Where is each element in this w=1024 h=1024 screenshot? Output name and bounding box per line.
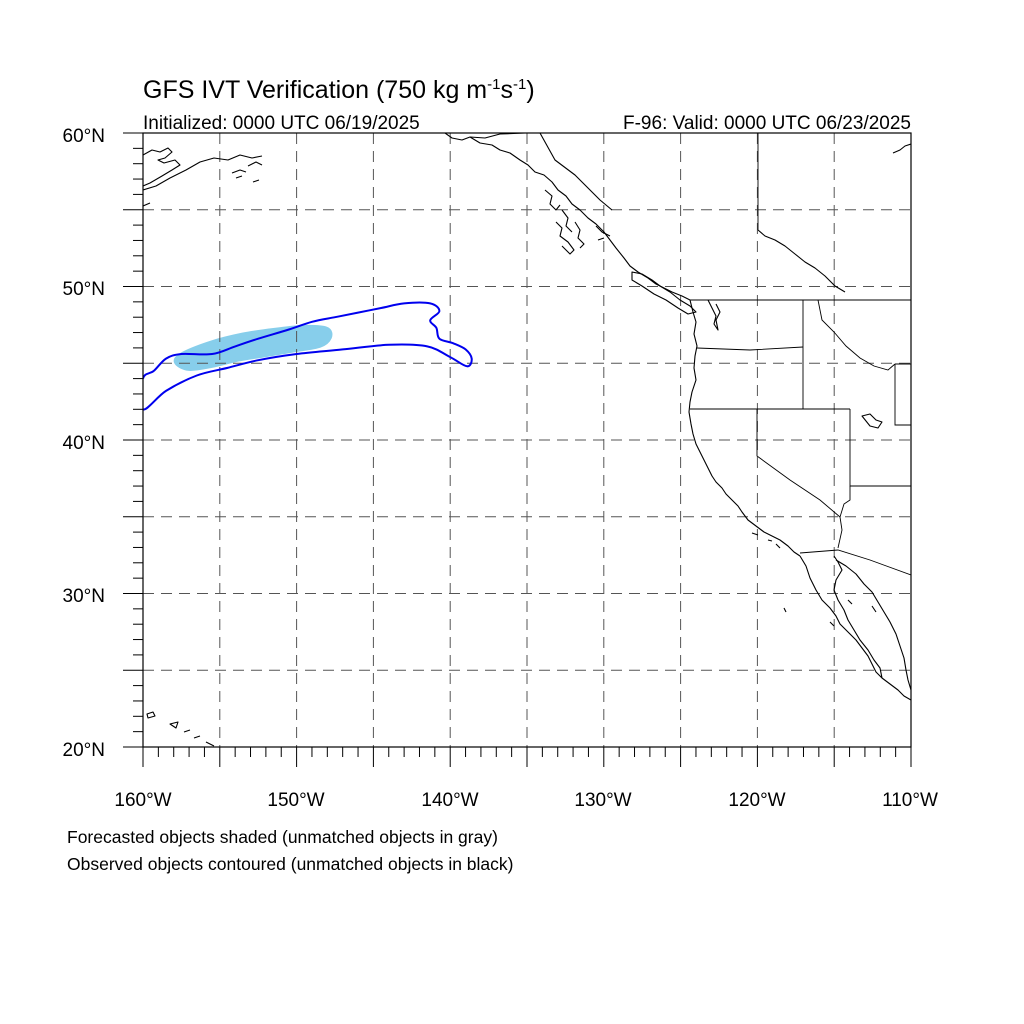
channel-islands — [751, 532, 787, 613]
lat-label-50n: 50°N — [63, 279, 105, 300]
california-nevada-border — [756, 409, 841, 518]
canada-interior-lakes — [757, 229, 846, 293]
lat-label-30n: 30°N — [63, 586, 105, 607]
political-boundaries — [690, 133, 911, 576]
alaska-peninsula-south-coast — [143, 154, 263, 191]
us-mexico-border — [799, 549, 911, 576]
us-west-coast — [688, 299, 801, 557]
great-salt-lake — [861, 413, 883, 429]
baja-islands — [829, 599, 877, 627]
lat-lon-grid — [143, 133, 911, 747]
mexico-pacific-coast — [881, 677, 911, 701]
forecast-object-shading — [173, 324, 333, 371]
puget-sound — [707, 299, 721, 331]
map-title: GFS IVT Verification (750 kg m-1s-1) — [143, 76, 535, 104]
lat-label-20n: 20°N — [63, 740, 105, 761]
alaska-peninsula-coast — [143, 147, 181, 187]
valid-time-label: F-96: Valid: 0000 UTC 06/23/2025 — [623, 113, 911, 134]
observed-legend-note: Observed objects contoured (unmatched ob… — [67, 854, 514, 874]
lon-label-150w: 150°W — [267, 790, 324, 811]
lon-label-140w: 140°W — [421, 790, 478, 811]
idaho-montana-border — [817, 299, 896, 371]
southeast-alaska-islands — [544, 189, 611, 255]
aleutian-islands — [143, 161, 263, 207]
map-plot-area — [143, 133, 911, 747]
lon-label-130w: 130°W — [574, 790, 631, 811]
arizona-border — [837, 486, 851, 549]
latitude-labels: 60°N 50°N 40°N 30°N 20°N — [63, 126, 105, 761]
nevada-utah-border — [849, 409, 911, 487]
wyoming-border — [894, 363, 911, 426]
forecast-legend-note: Forecasted objects shaded (unmatched obj… — [67, 827, 498, 847]
coastlines — [143, 133, 911, 747]
tick-marks — [123, 132, 912, 767]
initialized-label: Initialized: 0000 UTC 06/19/2025 — [143, 113, 420, 134]
washington-oregon-border — [696, 346, 804, 351]
lon-label-160w: 160°W — [114, 790, 171, 811]
longitude-labels: 160°W 150°W 140°W 130°W 120°W 110°W — [114, 790, 938, 811]
lat-label-40n: 40°N — [63, 433, 105, 454]
baja-california — [799, 555, 883, 679]
lat-label-60n: 60°N — [63, 126, 105, 147]
lon-label-120w: 120°W — [728, 790, 785, 811]
lon-label-110w: 110°W — [882, 790, 938, 811]
hawaii-islands — [146, 711, 215, 747]
observed-object-contour — [143, 301, 473, 411]
vancouver-island — [631, 271, 697, 315]
gulf-of-california-east-coast — [835, 559, 911, 691]
northeast-corner-coast — [892, 143, 911, 154]
